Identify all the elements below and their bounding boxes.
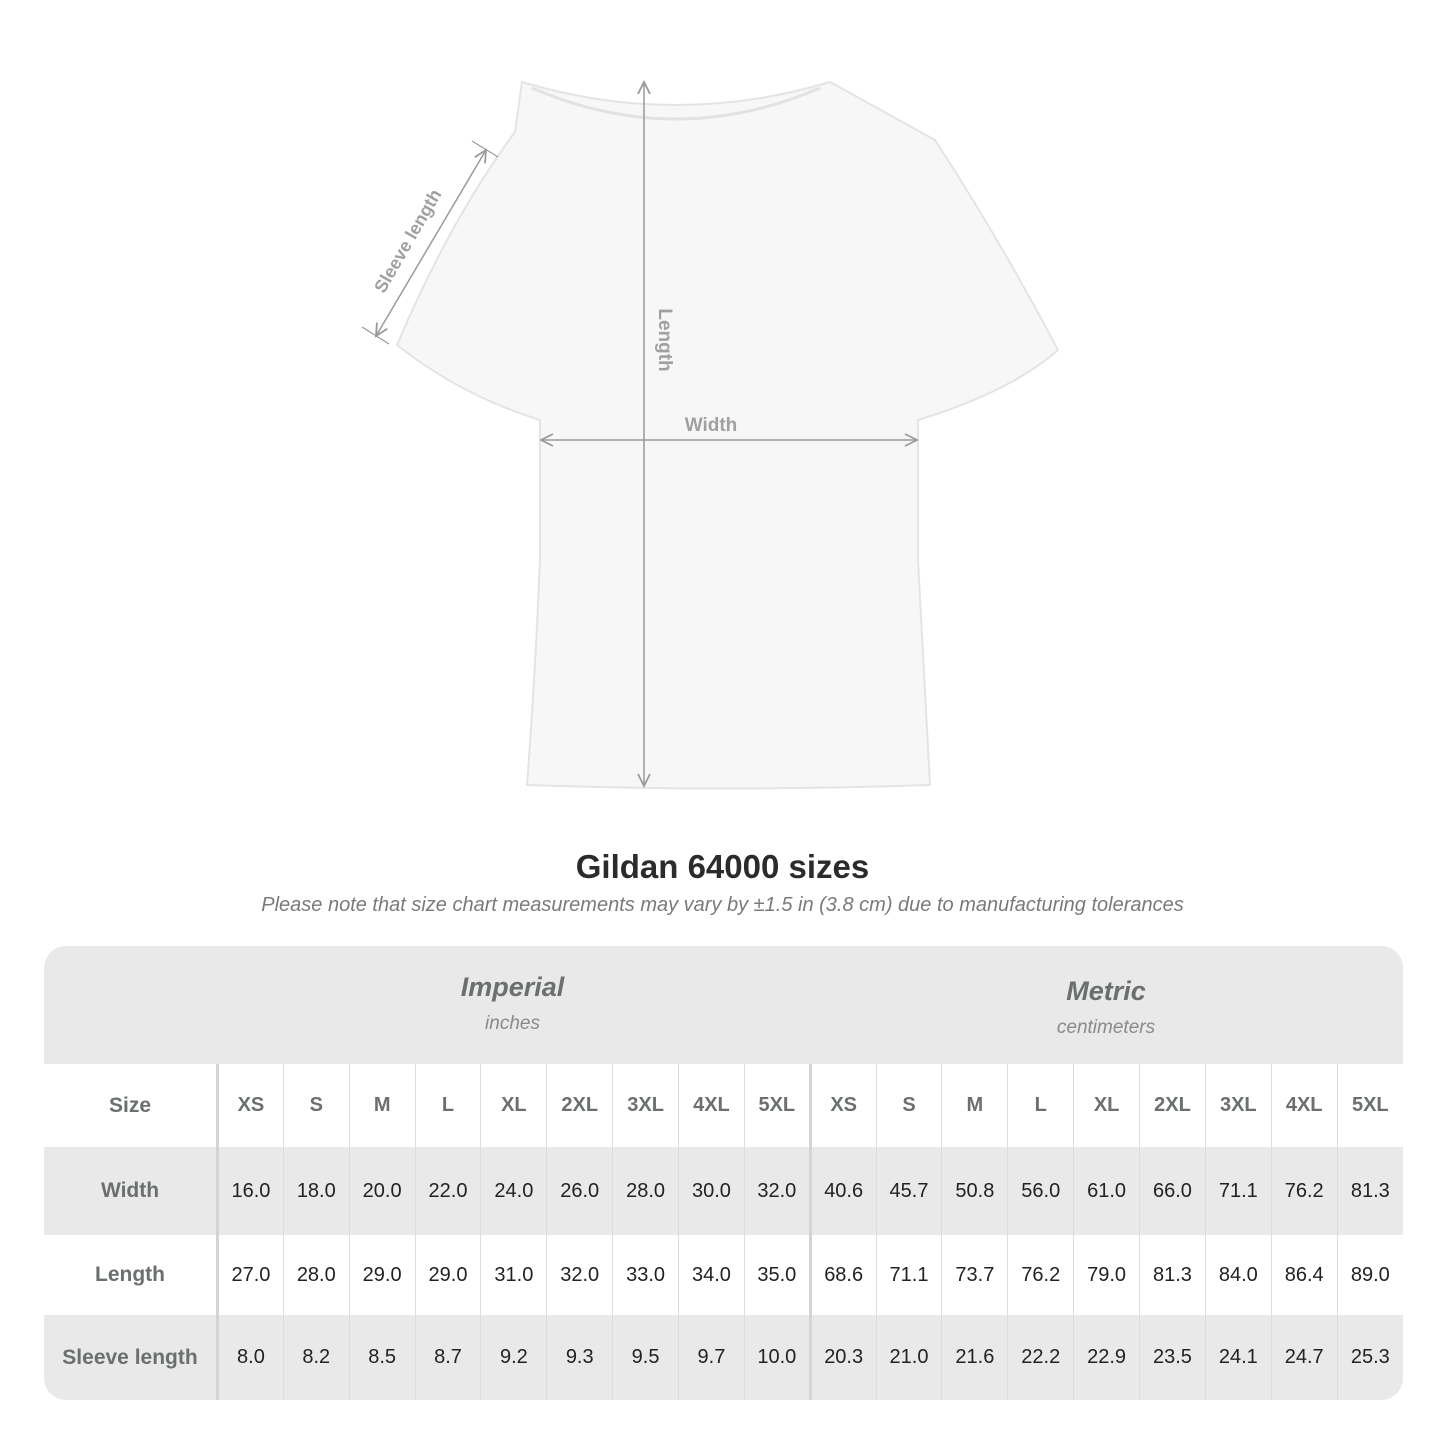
metric-cell: 23.5 [1139,1315,1206,1400]
metric-cell: 73.7 [941,1235,1008,1315]
table-row: Width 16.0 18.0 20.0 22.0 24.0 26.0 28.0 30.0 32.… [44,1147,1403,1235]
imperial-cell: 9.3 [546,1315,613,1400]
size-row-label: Size [44,1064,219,1147]
metric-cell: 76.2 [1270,1147,1338,1235]
size-table: Imperial inches Metric centimeters Size X… [44,946,1403,1400]
imperial-cell: 28.0 [612,1147,679,1235]
imperial-cell: 28.0 [282,1235,350,1315]
imperial-cell: 8.0 [217,1315,284,1400]
metric-cell: 20.3 [808,1315,877,1400]
metric-cell: 89.0 [1336,1235,1403,1315]
metric-size-header: S [875,1064,942,1147]
imperial-cell: 10.0 [743,1315,811,1400]
imperial-cell: 24.0 [480,1147,547,1235]
page-title: Gildan 64000 sizes [575,848,870,885]
size-header-row: Size XS S M L XL 2XL 3XL 4XL 5XL XS S M L XL 2XL 3XL 4XL 5… [44,1064,1403,1147]
imperial-size-header: 5XL [743,1064,811,1147]
imperial-cell: 9.7 [678,1315,745,1400]
metric-cell: 25.3 [1336,1315,1403,1400]
metric-size-header: 5XL [1336,1064,1403,1147]
metric-cell: 40.6 [808,1147,877,1235]
metric-cell: 81.3 [1139,1235,1206,1315]
metric-cell: 22.9 [1073,1315,1140,1400]
metric-cell: 84.0 [1204,1235,1272,1315]
imperial-cell: 8.2 [282,1315,350,1400]
imperial-cell: 22.0 [414,1147,481,1235]
imperial-unit: inches [485,1013,540,1034]
imperial-size-header: XL [480,1064,547,1147]
metric-size-header: XL [1073,1064,1140,1147]
metric-cell: 22.2 [1007,1315,1074,1400]
metric-cell: 45.7 [875,1147,942,1235]
imperial-cell: 32.0 [546,1235,613,1315]
length-label: Length [654,308,675,371]
imperial-cell: 32.0 [743,1147,811,1235]
imperial-size-header: XS [217,1064,284,1147]
imperial-cell: 9.2 [480,1315,547,1400]
metric-header: Metric centimeters [809,946,1403,1064]
metric-cell: 24.1 [1204,1315,1272,1400]
row-label: Length [44,1235,219,1315]
metric-cell: 68.6 [808,1235,877,1315]
tshirt-diagram: Sleeve length Length Width [361,0,1060,790]
imperial-size-header: M [348,1064,416,1147]
imperial-cell: 8.5 [348,1315,416,1400]
table-row: Sleeve length 8.0 8.2 8.5 8.7 9.2 9.3 9.5 9.7 10.… [44,1315,1403,1400]
metric-cell: 79.0 [1073,1235,1140,1315]
imperial-cell: 18.0 [282,1147,350,1235]
metric-size-header: L [1007,1064,1074,1147]
metric-cell: 86.4 [1270,1235,1338,1315]
imperial-cell: 16.0 [217,1147,284,1235]
imperial-cell: 9.5 [612,1315,679,1400]
metric-cell: 71.1 [1204,1147,1272,1235]
imperial-size-header: 2XL [546,1064,613,1147]
tolerance-note: Please note that size chart measurements… [261,894,1184,916]
metric-size-header: 3XL [1204,1064,1272,1147]
metric-cell: 66.0 [1139,1147,1206,1235]
metric-cell: 76.2 [1007,1235,1074,1315]
imperial-cell: 30.0 [678,1147,745,1235]
imperial-cell: 20.0 [348,1147,416,1235]
size-grid: Size XS S M L XL 2XL 3XL 4XL 5XL XS S M L XL 2XL 3XL 4XL 5… [44,1064,1403,1400]
metric-unit: centimeters [1056,1017,1156,1038]
metric-cell: 71.1 [875,1235,942,1315]
table-row: Length 27.0 28.0 29.0 29.0 31.0 32.0 33.0 34.0 35… [44,1235,1403,1315]
imperial-label: Imperial [460,972,565,1002]
imperial-cell: 33.0 [612,1235,679,1315]
sleeve-measure-line [376,150,486,336]
imperial-cell: 8.7 [414,1315,481,1400]
metric-cell: 61.0 [1073,1147,1140,1235]
imperial-cell: 27.0 [217,1235,284,1315]
imperial-size-header: 4XL [678,1064,745,1147]
metric-size-header: 2XL [1139,1064,1206,1147]
imperial-cell: 35.0 [743,1235,811,1315]
metric-label: Metric [1066,976,1146,1006]
imperial-cell: 34.0 [678,1235,745,1315]
imperial-cell: 29.0 [414,1235,481,1315]
metric-cell: 81.3 [1336,1147,1403,1235]
metric-cell: 21.6 [941,1315,1008,1400]
imperial-size-header: 3XL [612,1064,679,1147]
metric-size-header: M [941,1064,1008,1147]
row-label: Width [44,1147,219,1235]
width-label: Width [685,415,738,436]
metric-cell: 21.0 [875,1315,942,1400]
imperial-cell: 26.0 [546,1147,613,1235]
imperial-header: Imperial inches [216,946,809,1064]
row-label: Sleeve length [44,1315,219,1400]
metric-size-header: XS [808,1064,877,1147]
metric-size-header: 4XL [1270,1064,1338,1147]
metric-cell: 56.0 [1007,1147,1074,1235]
imperial-cell: 31.0 [480,1235,547,1315]
metric-cell: 24.7 [1270,1315,1338,1400]
imperial-size-header: S [282,1064,350,1147]
imperial-cell: 29.0 [348,1235,416,1315]
imperial-size-header: L [414,1064,481,1147]
metric-cell: 50.8 [941,1147,1008,1235]
